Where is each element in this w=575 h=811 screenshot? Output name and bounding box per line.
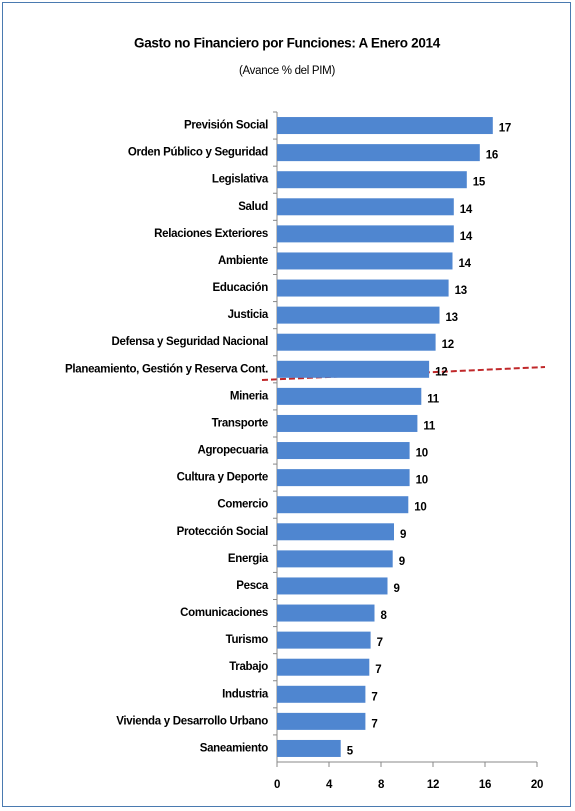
y-tick-label: Saneamiento xyxy=(200,742,269,754)
y-tick-label: Cultura y Deporte xyxy=(177,472,268,484)
data-label: 10 xyxy=(416,448,428,460)
y-tick-label: Agropecuaria xyxy=(197,445,268,457)
bar xyxy=(277,739,341,757)
data-label: 14 xyxy=(459,258,472,270)
bar xyxy=(277,333,436,351)
bar xyxy=(277,198,454,216)
data-label: 14 xyxy=(460,231,473,243)
data-label: 11 xyxy=(423,420,435,432)
y-tick-label: Justicia xyxy=(228,309,269,321)
data-label: 13 xyxy=(455,285,467,297)
bar xyxy=(277,550,393,568)
bar xyxy=(277,685,366,703)
bar xyxy=(277,604,375,622)
y-tick-label: Turismo xyxy=(226,634,269,646)
y-tick-label: Pesca xyxy=(236,580,269,592)
bar xyxy=(277,225,454,243)
data-label: 9 xyxy=(400,529,406,541)
bar xyxy=(277,712,366,730)
data-label: 14 xyxy=(460,204,473,216)
y-tick-label: Transporte xyxy=(212,417,268,429)
chart-subtitle: (Avance % del PIM) xyxy=(239,65,335,77)
data-label: 10 xyxy=(414,502,426,514)
y-tick-label: Salud xyxy=(238,201,268,213)
y-tick-label: Energia xyxy=(228,553,269,565)
data-label: 12 xyxy=(442,339,454,351)
y-tick-label: Planeamiento, Gestión y Reserva Cont. xyxy=(65,363,268,375)
x-tick-label: 8 xyxy=(378,779,385,791)
data-label: 16 xyxy=(486,150,498,162)
bar xyxy=(277,442,410,460)
data-label: 13 xyxy=(446,312,458,324)
x-tick-label: 4 xyxy=(326,779,333,791)
bar xyxy=(277,252,453,270)
data-label: 15 xyxy=(473,177,486,189)
data-label: 9 xyxy=(399,556,405,568)
data-label: 5 xyxy=(347,745,354,757)
chart-title: Gasto no Financiero por Funciones: A Ene… xyxy=(134,36,441,51)
bar xyxy=(277,658,370,676)
data-label: 17 xyxy=(499,123,511,135)
bar xyxy=(277,306,440,324)
bar xyxy=(277,171,467,189)
bar xyxy=(277,279,449,297)
y-tick-label: Relaciones Exteriores xyxy=(154,228,268,240)
y-tick-label: Vivienda y Desarrollo Urbano xyxy=(116,715,268,727)
y-tick-label: Ambiente xyxy=(218,255,268,267)
divider-line xyxy=(261,366,546,381)
x-tick-label: 0 xyxy=(274,779,280,791)
data-label: 12 xyxy=(435,366,447,378)
y-tick-label: Orden Público y Seguridad xyxy=(128,147,268,159)
bar xyxy=(277,496,409,514)
y-tick-label: Comercio xyxy=(217,499,268,511)
y-tick-label: Educación xyxy=(213,282,269,294)
data-label: 7 xyxy=(371,691,377,703)
bar xyxy=(277,387,422,405)
data-label: 7 xyxy=(377,637,383,649)
x-tick-label: 20 xyxy=(531,779,543,791)
bar xyxy=(277,631,371,649)
y-tick-label: Trabajo xyxy=(229,661,268,673)
bar xyxy=(277,144,480,162)
bar xyxy=(277,117,493,135)
bar xyxy=(277,360,430,378)
bar xyxy=(277,414,418,432)
x-tick-label: 16 xyxy=(479,779,491,791)
data-label: 7 xyxy=(375,664,381,676)
y-tick-label: Mineria xyxy=(230,390,269,402)
bar xyxy=(277,469,410,487)
y-tick-label: Industria xyxy=(222,688,269,700)
bar xyxy=(277,577,388,595)
data-label: 10 xyxy=(416,475,428,487)
data-label: 9 xyxy=(394,583,400,595)
data-label: 8 xyxy=(381,610,388,622)
y-tick-label: Legislativa xyxy=(212,174,269,186)
y-tick-label: Defensa y Seguridad Nacional xyxy=(112,336,269,348)
y-tick-label: Protección Social xyxy=(177,526,269,538)
data-label: 11 xyxy=(427,393,439,405)
data-label: 7 xyxy=(371,718,377,730)
x-tick-label: 12 xyxy=(427,779,439,791)
y-tick-label: Comunicaciones xyxy=(180,607,268,619)
bar xyxy=(277,523,394,541)
y-tick-label: Previsión Social xyxy=(184,120,268,132)
